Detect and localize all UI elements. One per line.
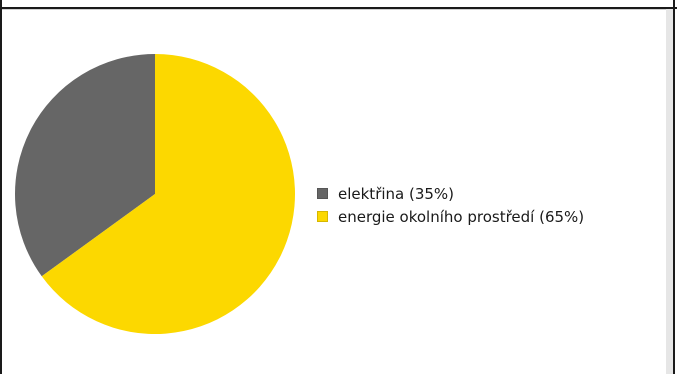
frame-border-right (673, 0, 675, 374)
frame-border-left (0, 0, 2, 374)
legend-item-ambient-energy: energie okolního prostředí (65%) (317, 205, 584, 228)
legend-swatch-electricity (317, 188, 328, 199)
chart-panel: elektřina (35%) energie okolního prostře… (2, 9, 666, 374)
legend-label-ambient-energy: energie okolního prostředí (65%) (338, 207, 585, 226)
pie-slice-electricity (14, 54, 155, 277)
legend-swatch-ambient-energy (317, 211, 328, 222)
legend-label-electricity: elektřina (35%) (338, 184, 455, 203)
chart-legend: elektřina (35%) energie okolního prostře… (317, 182, 584, 228)
scrollbar-track[interactable] (666, 9, 673, 374)
pie-chart (14, 54, 295, 334)
legend-item-electricity: elektřina (35%) (317, 182, 584, 205)
top-toolbar (0, 0, 677, 9)
pie-slice-ambient-energy (41, 54, 295, 334)
